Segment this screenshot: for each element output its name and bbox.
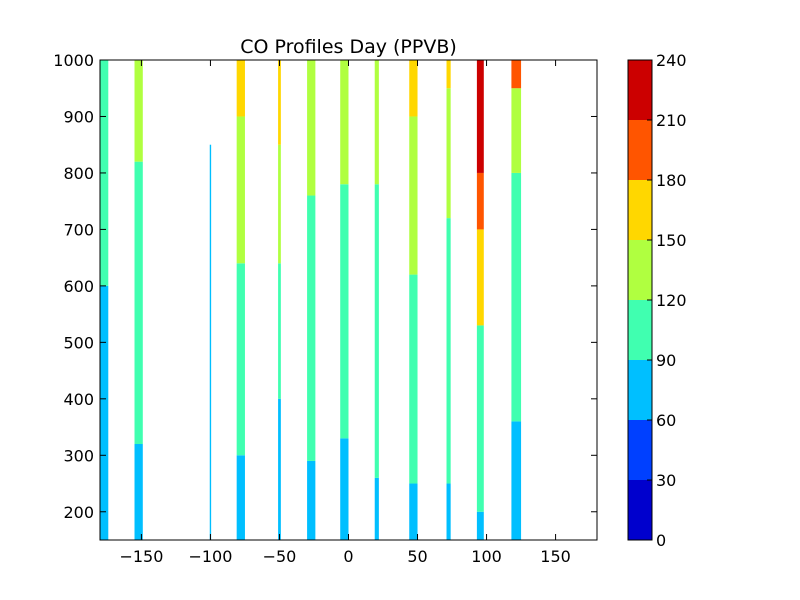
profile-segment <box>278 144 281 264</box>
profile-segment <box>340 438 349 540</box>
y-tick-label: 800 <box>63 164 94 183</box>
plot-frame <box>99 59 598 541</box>
profile-segment <box>307 195 316 461</box>
plot-area <box>100 60 522 541</box>
y-tick-label: 500 <box>63 333 94 352</box>
profile-segment <box>409 483 418 540</box>
profile-segment <box>446 88 451 219</box>
profile-band <box>307 60 316 540</box>
colorbar-tick-label: 150 <box>656 231 687 250</box>
colorbar-swatch <box>628 180 652 240</box>
profile-segment <box>476 511 484 540</box>
profile-segment <box>340 184 349 439</box>
y-tick-label: 400 <box>63 390 94 409</box>
colorbar-tick-label: 90 <box>656 351 676 370</box>
profile-segment <box>307 460 316 540</box>
profile-segment <box>476 325 484 512</box>
colorbar-tick-label: 240 <box>656 51 687 70</box>
profile-band <box>100 60 109 540</box>
y-tick-label: 900 <box>63 107 94 126</box>
profile-segment <box>236 60 245 117</box>
profile-segment <box>511 172 522 422</box>
profile-segment <box>134 60 143 162</box>
profile-segment <box>374 477 379 540</box>
profile-segment <box>278 263 281 399</box>
x-axis: −150 −100 −50 0 50 100 150 <box>119 60 571 566</box>
profile-segment <box>340 60 349 185</box>
profile-segment <box>409 60 418 117</box>
profile-segment <box>307 60 316 196</box>
y-tick-label: 200 <box>63 503 94 522</box>
profile-segment <box>100 285 109 540</box>
profile-band <box>409 60 418 540</box>
y-tick-label: 1000 <box>53 51 94 70</box>
profile-segment <box>409 116 418 275</box>
profile-segment <box>134 161 143 444</box>
x-tick-label: −150 <box>119 547 163 566</box>
y-axis: 200 300 400 500 600 700 800 900 1000 <box>53 51 597 522</box>
profile-segment <box>446 60 451 89</box>
profile-segment <box>134 444 143 540</box>
profile-segment <box>476 172 484 230</box>
x-tick-label: 100 <box>471 547 502 566</box>
colorbar-swatch <box>628 360 652 420</box>
profile-segment <box>100 156 109 286</box>
profile-band <box>476 60 484 540</box>
profile-segment <box>236 455 245 540</box>
y-tick-label: 600 <box>63 277 94 296</box>
profile-band <box>209 144 212 541</box>
profile-segment <box>476 229 484 326</box>
profile-segment <box>511 421 522 540</box>
profile-band <box>340 60 349 540</box>
profile-band <box>134 60 143 540</box>
profile-band <box>236 60 245 540</box>
colorbar-tick-label: 60 <box>656 411 676 430</box>
profile-segment <box>511 60 522 89</box>
profile-segment <box>409 274 418 484</box>
x-tick-label: 0 <box>343 547 353 566</box>
profile-segment <box>511 88 522 173</box>
colorbar-swatch <box>628 240 652 300</box>
colorbar-tick-label: 210 <box>656 111 687 130</box>
colorbar-swatch <box>628 120 652 180</box>
profile-band <box>446 60 451 540</box>
profile-band <box>278 60 281 540</box>
profile-segment <box>278 398 281 540</box>
colorbar-tick-label: 0 <box>656 531 666 550</box>
colorbar-swatch <box>628 480 652 540</box>
colorbar-tick-label: 120 <box>656 291 687 310</box>
profile-band <box>511 60 522 540</box>
x-tick-label: −50 <box>263 547 297 566</box>
profile-segment <box>100 60 109 156</box>
profile-segment <box>374 184 379 478</box>
profile-segment <box>236 263 245 456</box>
colorbar-tick-label: 180 <box>656 171 687 190</box>
x-tick-label: 150 <box>540 547 571 566</box>
colorbar-swatch <box>628 420 652 480</box>
colorbar-tick-label: 30 <box>656 471 676 490</box>
colorbar-swatch <box>628 60 652 120</box>
profile-segment <box>209 144 212 541</box>
profile-segment <box>446 483 451 540</box>
colorbar: 0 30 60 90 120 150 180 210 240 <box>627 51 687 550</box>
y-tick-label: 700 <box>63 220 94 239</box>
profile-segment <box>236 116 245 264</box>
profile-segment <box>476 60 484 173</box>
profile-segment <box>374 60 379 185</box>
profile-band <box>374 60 379 540</box>
x-tick-label: −100 <box>188 547 232 566</box>
x-tick-label: 50 <box>407 547 427 566</box>
y-tick-label: 300 <box>63 446 94 465</box>
chart-title: CO Profiles Day (PPVB) <box>240 36 457 58</box>
profile-segment <box>278 60 281 145</box>
colorbar-swatch <box>628 300 652 360</box>
profile-segment <box>446 218 451 484</box>
